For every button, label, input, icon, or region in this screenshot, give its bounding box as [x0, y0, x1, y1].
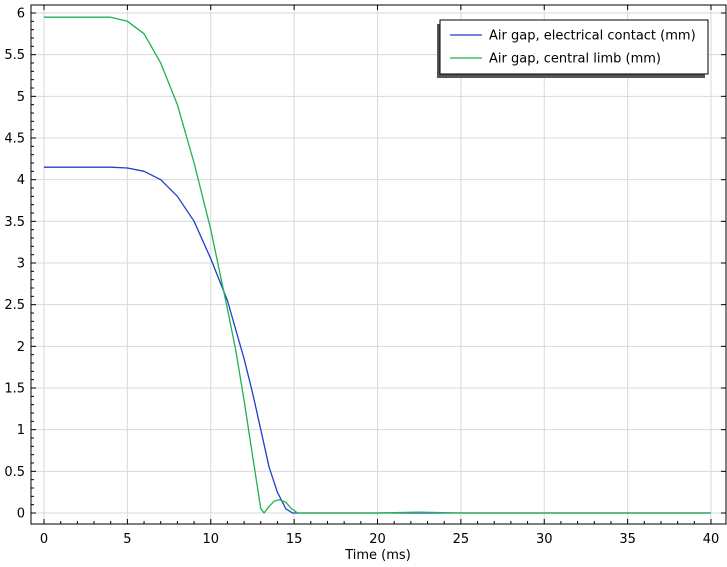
- legend-label-0: Air gap, electrical contact (mm): [489, 29, 696, 44]
- x-tick-label: 15: [286, 532, 303, 547]
- y-tick-label: 2.5: [4, 298, 25, 313]
- y-tick-label: 0: [17, 507, 25, 522]
- y-tick-label: 1.5: [4, 382, 25, 397]
- y-tick-label: 2: [17, 340, 25, 355]
- y-tick-label: 4.5: [4, 132, 25, 147]
- y-tick-label: 3: [17, 257, 25, 272]
- axis-ticks: 0 5 10 15 20 25 30 35 40 0 0.5 1 1.5 2 2.5 3 3.5 4 4.5 5 5.5…: [4, 5, 726, 547]
- y-tick-label: 5.5: [4, 48, 25, 63]
- x-tick-label: 10: [202, 532, 219, 547]
- y-tick-label: 4: [17, 173, 25, 188]
- x-tick-label: 0: [40, 532, 48, 547]
- x-tick-label: 5: [123, 532, 131, 547]
- x-tick-label: 40: [703, 532, 720, 547]
- x-tick-label: 30: [536, 532, 553, 547]
- x-tick-label: 35: [619, 532, 636, 547]
- y-tick-label: 5: [17, 90, 25, 105]
- x-axis-label: Time (ms): [344, 548, 411, 563]
- series-line-1: [44, 16, 711, 514]
- y-tick-label: 0.5: [4, 465, 25, 480]
- y-tick-label: 6: [17, 7, 25, 22]
- grid-lines: [31, 5, 726, 524]
- legend: Air gap, electrical contact (mm) Air gap,…: [437, 19, 709, 78]
- x-tick-label: 25: [453, 532, 470, 547]
- y-tick-label: 1: [17, 423, 25, 438]
- legend-label-1: Air gap, central limb (mm): [489, 52, 661, 67]
- legend-box: [439, 19, 709, 75]
- plot-frame: [30, 4, 727, 525]
- series-layer: [44, 16, 711, 514]
- x-tick-label: 20: [369, 532, 386, 547]
- y-tick-label: 3.5: [4, 215, 25, 230]
